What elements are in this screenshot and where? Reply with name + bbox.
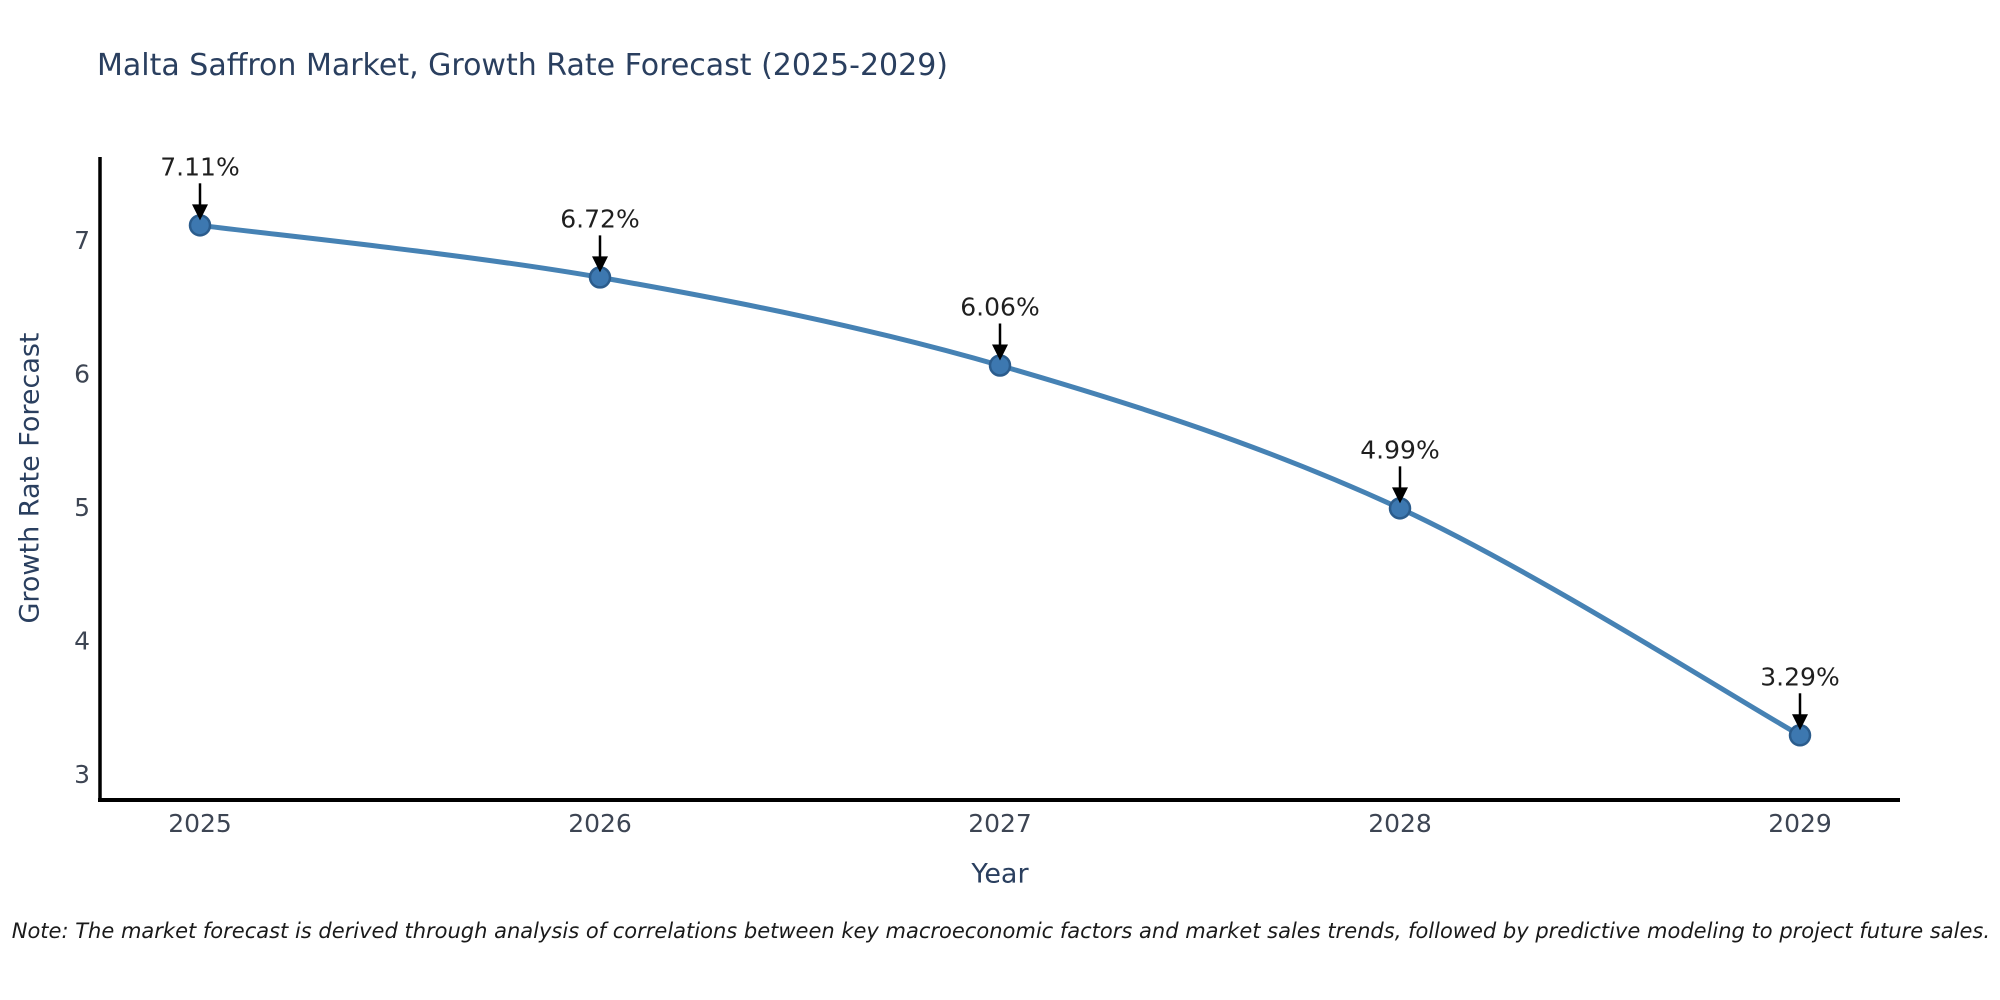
footnote: Note: The market forecast is derived thr… bbox=[11, 919, 1990, 943]
x-tick-label: 2028 bbox=[1368, 809, 1432, 838]
x-tick-label: 2025 bbox=[168, 809, 232, 838]
annotation-arrow-head bbox=[192, 204, 208, 221]
point-label: 3.29% bbox=[1760, 662, 1839, 691]
x-tick-label: 2026 bbox=[568, 809, 632, 838]
annotation-arrow-head bbox=[592, 256, 608, 273]
y-tick-label: 4 bbox=[74, 627, 90, 656]
annotation-arrow-head bbox=[992, 344, 1008, 361]
annotation-arrow-head bbox=[1792, 714, 1808, 731]
y-tick-label: 7 bbox=[74, 226, 90, 255]
y-tick-label: 5 bbox=[74, 493, 90, 522]
x-tick-label: 2027 bbox=[968, 809, 1032, 838]
point-label: 4.99% bbox=[1360, 435, 1439, 464]
y-tick-label: 6 bbox=[74, 360, 90, 389]
y-tick-label: 3 bbox=[74, 760, 90, 789]
point-label: 7.11% bbox=[160, 152, 239, 181]
point-label: 6.72% bbox=[560, 204, 639, 233]
chart-title: Malta Saffron Market, Growth Rate Foreca… bbox=[97, 48, 949, 83]
point-label: 6.06% bbox=[960, 292, 1039, 321]
x-axis-label: Year bbox=[971, 858, 1029, 890]
x-tick-label: 2029 bbox=[1768, 809, 1832, 838]
annotation-arrow-head bbox=[1392, 487, 1408, 504]
